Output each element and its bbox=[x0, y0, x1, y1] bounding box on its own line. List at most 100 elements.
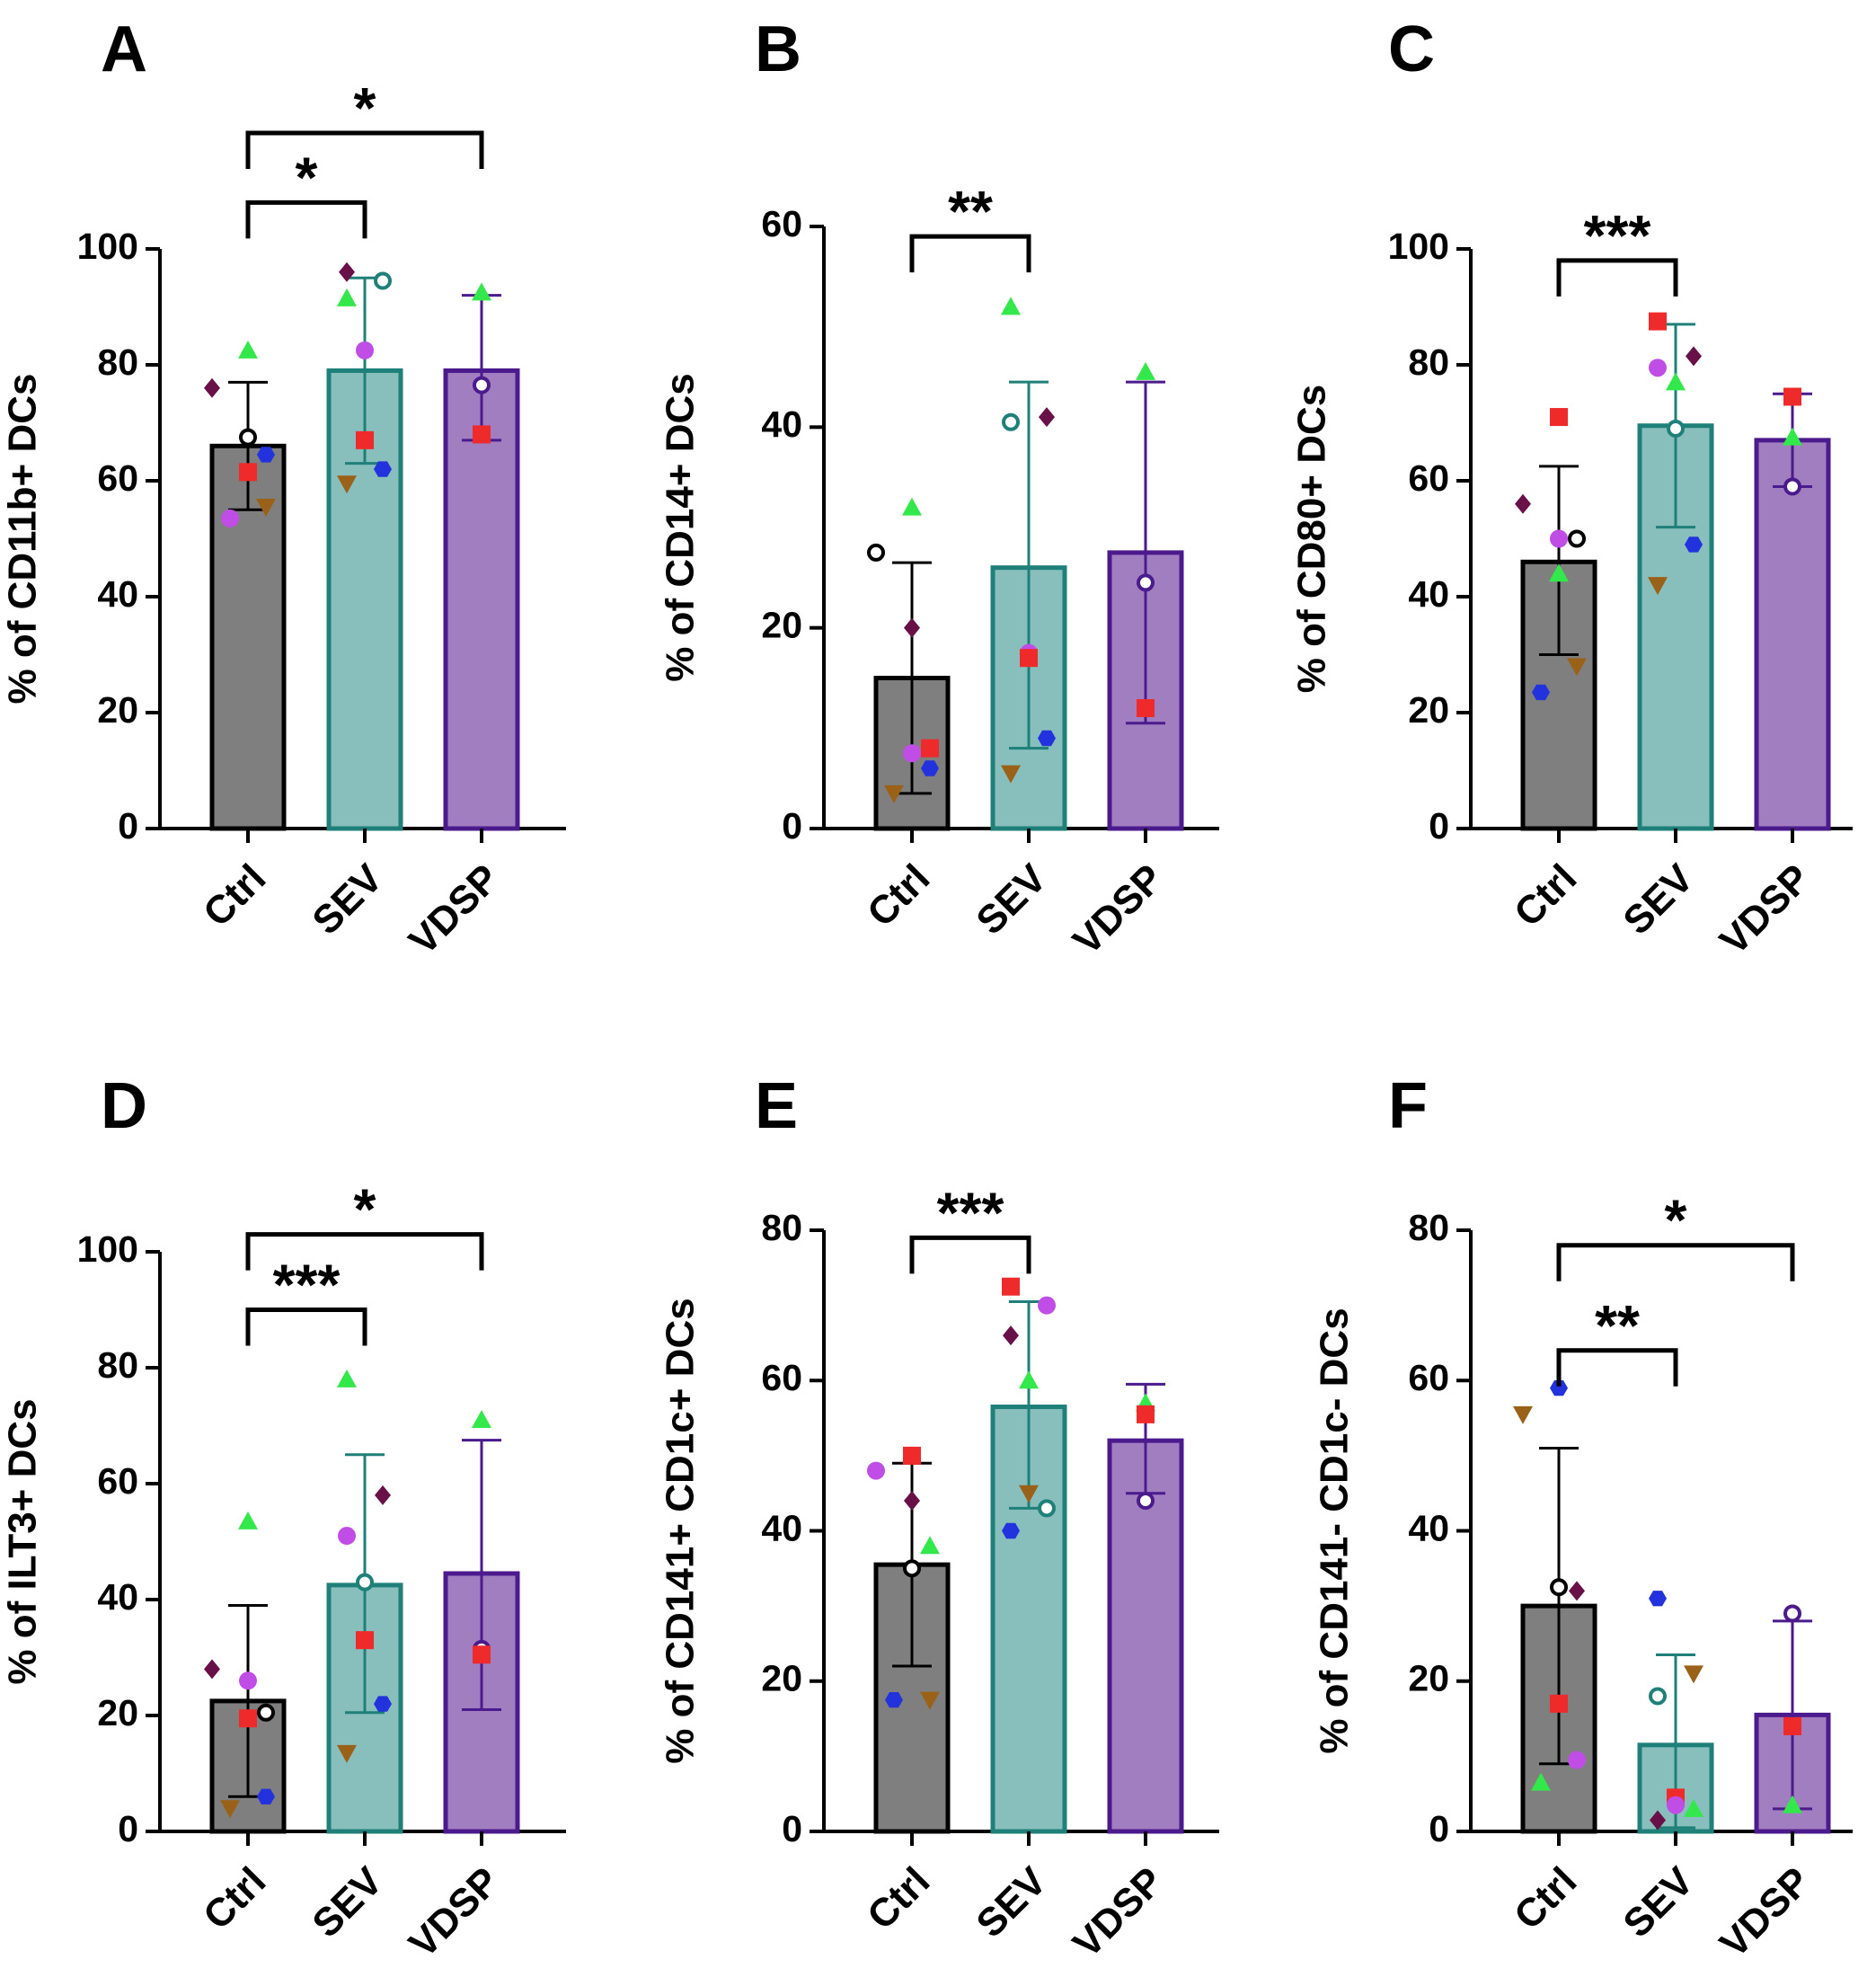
y-tick-label: 40 bbox=[1408, 1507, 1449, 1548]
category-label-ctrl: Ctrl bbox=[195, 1859, 274, 1938]
data-point bbox=[239, 1671, 257, 1690]
category-label-vdsp: VDSP bbox=[1065, 1859, 1172, 1966]
y-tick-label: 80 bbox=[1408, 341, 1449, 383]
y-tick-label: 0 bbox=[1429, 805, 1449, 847]
data-point bbox=[904, 1491, 920, 1512]
significance-bracket bbox=[1556, 258, 1678, 297]
data-point bbox=[221, 509, 239, 527]
panel-letter: F bbox=[1388, 1070, 1428, 1142]
data-point bbox=[257, 1788, 275, 1804]
data-point bbox=[239, 1709, 257, 1728]
data-point bbox=[867, 543, 885, 562]
y-axis-title: % of CD80+ DCs bbox=[1290, 385, 1334, 694]
significance-label: * bbox=[354, 75, 376, 140]
y-tick-label: 20 bbox=[1408, 1658, 1449, 1699]
data-point bbox=[1002, 1522, 1020, 1539]
y-tick-label: 40 bbox=[97, 1576, 138, 1618]
data-point bbox=[472, 1410, 491, 1429]
y-tick-label: 0 bbox=[782, 805, 802, 847]
data-point bbox=[337, 475, 357, 494]
y-tick-label: 40 bbox=[1408, 573, 1449, 615]
data-point bbox=[1569, 1581, 1585, 1601]
y-tick-label: 0 bbox=[118, 805, 138, 847]
significance-bracket bbox=[245, 1232, 484, 1271]
y-tick-label: 20 bbox=[97, 1692, 138, 1733]
y-tick-label: 60 bbox=[97, 1460, 138, 1502]
significance-label: ** bbox=[1595, 1293, 1640, 1358]
y-tick-label: 0 bbox=[782, 1808, 802, 1849]
y-tick-label: 0 bbox=[118, 1808, 138, 1849]
category-label-sev: SEV bbox=[968, 1858, 1055, 1946]
significance-bracket bbox=[245, 199, 367, 239]
data-point bbox=[1137, 573, 1155, 592]
data-point bbox=[1515, 493, 1531, 514]
data-point bbox=[904, 617, 920, 638]
data-point bbox=[1649, 1687, 1667, 1706]
data-point bbox=[1684, 1665, 1703, 1684]
data-point bbox=[1531, 1772, 1551, 1791]
data-point bbox=[1137, 1492, 1155, 1511]
data-point bbox=[1550, 1694, 1568, 1713]
data-point bbox=[1686, 346, 1702, 367]
data-point bbox=[1550, 1380, 1568, 1396]
significance-label: * bbox=[354, 1177, 376, 1242]
bar-vdsp bbox=[443, 368, 520, 831]
data-point bbox=[337, 1369, 357, 1387]
y-tick-label: 80 bbox=[97, 341, 138, 383]
data-point bbox=[257, 1703, 275, 1722]
data-point bbox=[337, 1744, 357, 1763]
data-point bbox=[1020, 649, 1038, 668]
data-point bbox=[339, 262, 355, 282]
panel-f: F 0 20 40 60 80 % of CD141- CD1c- DCs Ctrl SEV VD… bbox=[1313, 1070, 1853, 1966]
panel-c: C 0 20 40 60 80 100 % of CD80+ DCs Ctrl SEV VDSP **… bbox=[1290, 13, 1853, 963]
data-point bbox=[257, 447, 275, 463]
data-point bbox=[356, 430, 374, 449]
data-point bbox=[1783, 1716, 1801, 1735]
data-point bbox=[1019, 1370, 1039, 1389]
data-point bbox=[902, 497, 922, 516]
data-point bbox=[1684, 1798, 1703, 1817]
y-tick-label: 60 bbox=[761, 203, 802, 244]
data-point bbox=[1019, 1485, 1039, 1503]
data-point bbox=[1532, 684, 1550, 701]
significance-bracket bbox=[1556, 1348, 1678, 1387]
panel-letter: E bbox=[755, 1070, 798, 1142]
data-point bbox=[239, 463, 257, 482]
panel-b: B 0 20 40 60 % of CD14+ DCs Ctrl SEV VDSP ** bbox=[659, 13, 1219, 963]
y-tick-label: 0 bbox=[1429, 1808, 1449, 1849]
data-point bbox=[1038, 1296, 1056, 1315]
data-point bbox=[374, 1696, 392, 1712]
y-tick-label: 20 bbox=[761, 1658, 802, 1699]
panel-letter: C bbox=[1388, 13, 1435, 85]
data-point bbox=[374, 271, 392, 290]
significance-bracket bbox=[245, 1308, 367, 1346]
y-tick-label: 80 bbox=[97, 1344, 138, 1386]
data-point bbox=[1649, 359, 1667, 377]
data-point bbox=[1038, 1499, 1056, 1518]
data-point bbox=[338, 1527, 356, 1546]
category-label-vdsp: VDSP bbox=[1712, 1859, 1818, 1966]
data-point bbox=[867, 1461, 885, 1480]
category-label-vdsp: VDSP bbox=[401, 856, 508, 963]
significance-bracket bbox=[1556, 1243, 1795, 1281]
significance-bracket bbox=[909, 234, 1031, 273]
data-point bbox=[337, 288, 357, 306]
data-point bbox=[1568, 1751, 1586, 1769]
y-tick-label: 100 bbox=[1388, 226, 1449, 267]
data-point bbox=[256, 499, 276, 518]
data-point bbox=[1648, 577, 1668, 596]
data-point bbox=[1001, 297, 1021, 315]
data-point bbox=[903, 744, 921, 763]
category-label-ctrl: Ctrl bbox=[1506, 1859, 1585, 1938]
y-tick-label: 100 bbox=[77, 1228, 138, 1270]
category-label-ctrl: Ctrl bbox=[1506, 856, 1585, 935]
data-point bbox=[204, 1659, 220, 1680]
data-point bbox=[1136, 361, 1155, 380]
y-tick-label: 80 bbox=[1408, 1207, 1449, 1248]
data-point bbox=[1783, 477, 1801, 496]
data-point bbox=[1568, 529, 1586, 548]
data-point bbox=[374, 461, 392, 477]
data-point bbox=[1002, 412, 1020, 431]
y-tick-label: 60 bbox=[1408, 1357, 1449, 1398]
data-point bbox=[472, 282, 491, 301]
